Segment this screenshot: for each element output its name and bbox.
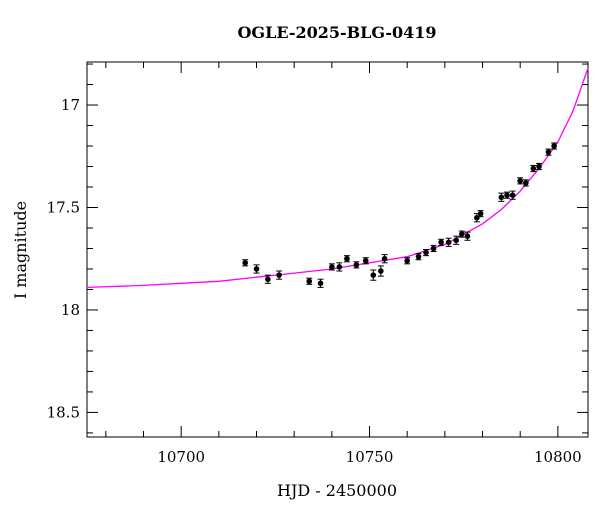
data-point [530,164,537,173]
point-marker [498,194,505,201]
data-point [504,191,511,199]
data-point [517,177,524,185]
point-marker [523,180,529,186]
point-marker [378,268,384,274]
data-point [328,263,335,271]
data-point [276,270,283,280]
point-marker [415,253,422,260]
model-curve-group [86,67,589,289]
data-point [551,142,558,150]
point-marker [459,231,465,237]
data-point [498,192,505,202]
point-marker [276,272,282,278]
point-marker [509,192,516,198]
data-point [536,162,543,171]
point-marker [370,272,377,278]
point-marker [504,192,510,198]
data-point [242,259,249,267]
x-axis-title: HJD - 2450000 [277,481,397,500]
model-curve [86,67,589,289]
data-point [509,190,516,200]
x-tick-label: 10800 [534,448,582,466]
point-marker [404,257,410,264]
data-point [353,261,360,269]
data-points-group [242,142,558,288]
data-point [264,274,271,284]
data-point [415,253,422,261]
data-point [343,255,350,263]
point-marker [430,245,437,252]
data-point [545,148,552,156]
data-point [362,257,369,265]
point-marker [344,255,350,262]
data-point [522,179,529,187]
x-tick-label: 10700 [157,448,205,466]
data-point [464,231,471,241]
point-marker [551,143,557,149]
plot-frame [86,61,589,438]
y-tick-label: 18.5 [47,403,80,421]
data-point [438,238,445,246]
axis-ticks [87,62,588,437]
point-marker [530,165,537,172]
y-tick-label: 17 [61,96,80,114]
data-point [377,265,384,277]
data-point [253,264,260,274]
point-marker [317,280,324,287]
data-point [317,278,324,288]
point-marker [353,262,360,268]
data-point [404,257,411,265]
point-marker [362,257,369,264]
plot-area [86,61,589,438]
point-marker [423,249,429,256]
point-marker [536,163,542,170]
data-point [445,237,452,247]
point-marker [265,276,271,283]
point-marker [242,260,249,266]
data-point [458,230,465,238]
data-point [336,262,343,272]
data-point [423,249,430,257]
point-marker [329,264,335,270]
point-marker [453,237,459,244]
data-point [477,210,484,218]
tick-labels: 10700 10750 10800 17 17.5 18 18.5 [47,96,582,466]
point-marker [381,255,388,262]
x-tick-label: 10750 [346,448,394,466]
y-axis-title: I magnitude [11,201,30,299]
point-marker [445,239,452,246]
chart-title: OGLE-2025-BLG-0419 [237,23,436,42]
y-tick-label: 18 [61,301,80,319]
point-marker [517,178,523,184]
point-marker [336,264,343,270]
point-marker [438,239,444,246]
y-tick-label: 17.5 [47,198,80,216]
point-marker [545,149,552,155]
point-marker [306,278,313,285]
data-point [453,235,460,245]
point-marker [477,210,484,217]
data-point [381,254,388,264]
point-marker [253,266,260,272]
data-point [370,269,377,281]
data-point [430,244,437,253]
point-marker [464,233,471,239]
data-point [306,277,313,285]
